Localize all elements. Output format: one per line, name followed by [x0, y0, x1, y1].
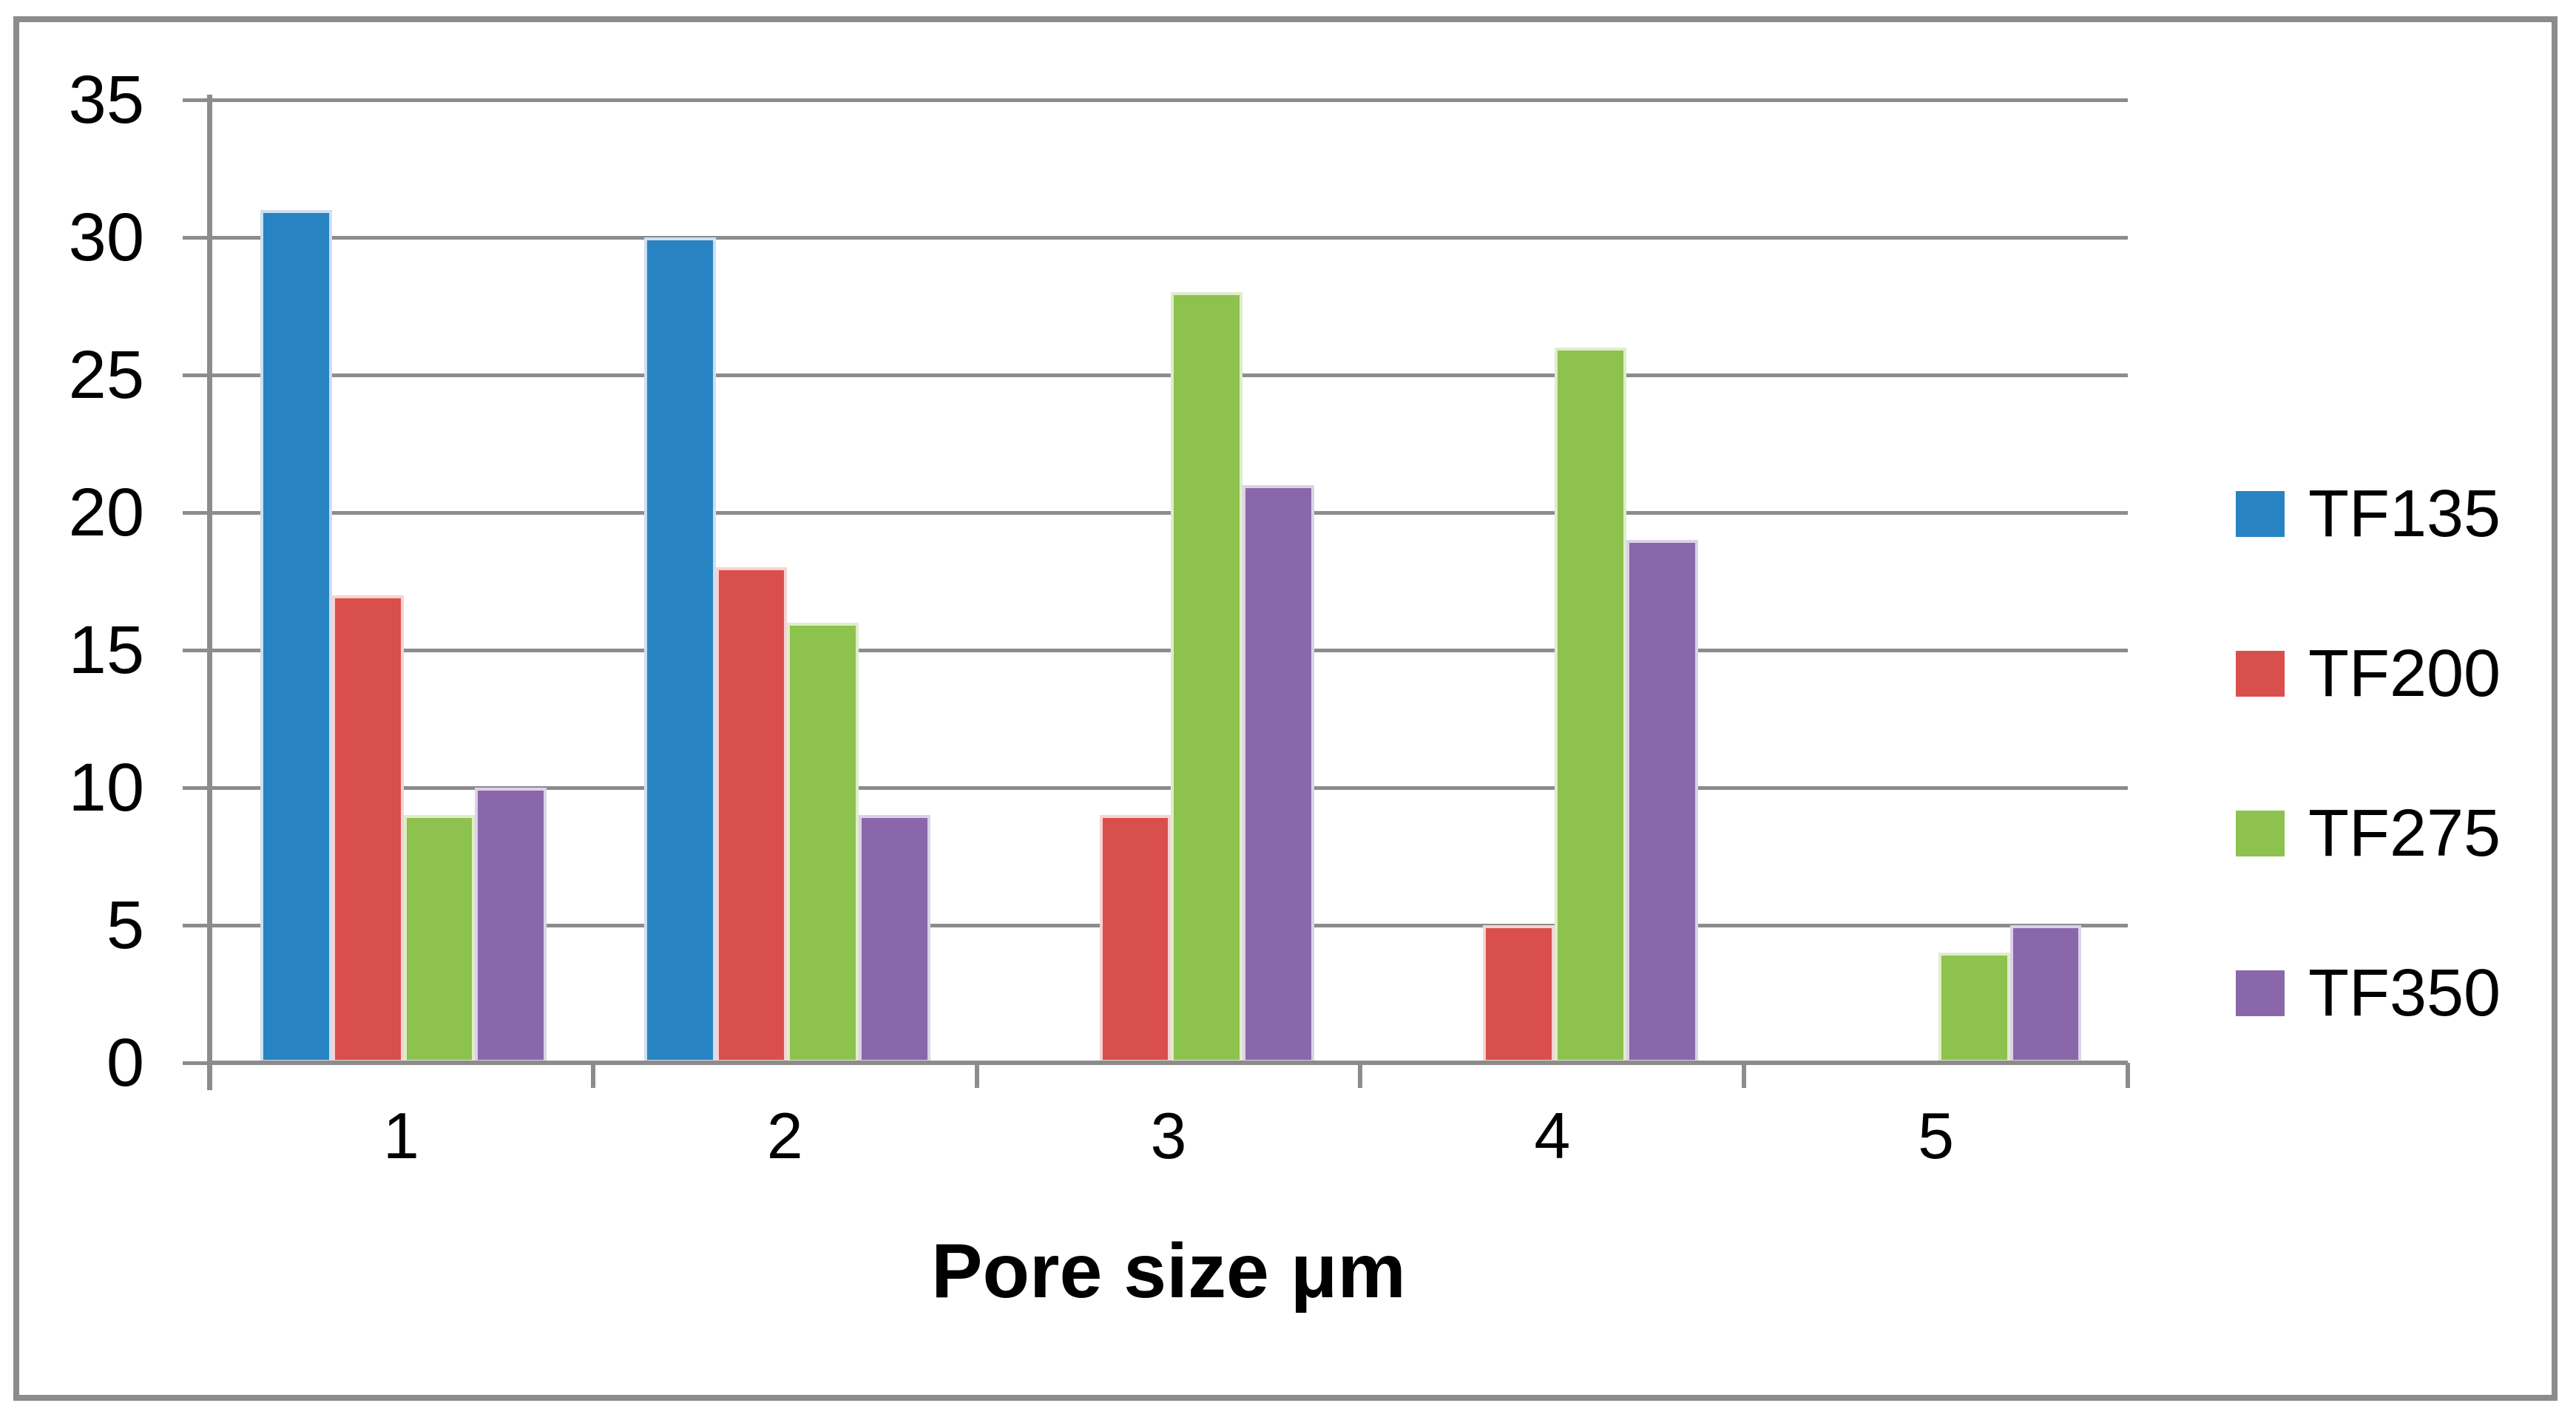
- legend-swatch-tf275: [2236, 811, 2285, 856]
- y-axis-tick-20: [183, 511, 209, 515]
- x-axis-tick-1: [590, 1063, 595, 1088]
- y-axis-label-10: 10: [68, 750, 144, 825]
- bar-tf200-cat3: [1099, 815, 1172, 1063]
- y-axis-label-0: 0: [106, 1025, 144, 1100]
- bar-tf200-cat4: [1483, 925, 1555, 1063]
- x-axis-label-5: 5: [1918, 1099, 1955, 1172]
- gridline-y20: [209, 511, 2128, 515]
- x-axis-tick-3: [1358, 1063, 1363, 1088]
- bar-tf350-cat3: [1243, 484, 1314, 1063]
- legend-entry-tf350: TF350: [2236, 960, 2501, 1027]
- bar-tf200-cat2: [715, 567, 788, 1063]
- x-axis-label-2: 2: [766, 1099, 803, 1172]
- bar-tf135-cat2: [643, 237, 716, 1063]
- y-axis-tick-10: [183, 786, 209, 790]
- y-axis-label-20: 20: [68, 475, 144, 550]
- legend-swatch-tf350: [2236, 970, 2285, 1016]
- bar-tf275-cat3: [1171, 292, 1243, 1063]
- x-axis-tick-2: [974, 1063, 979, 1088]
- legend-entry-tf135: TF135: [2236, 481, 2501, 547]
- plot-area: [209, 98, 2128, 1063]
- gridline-y10: [209, 786, 2128, 790]
- x-axis-label-4: 4: [1534, 1099, 1571, 1172]
- y-axis-line: [207, 95, 212, 1090]
- bar-tf275-cat2: [787, 622, 859, 1063]
- y-axis-tick-25: [183, 373, 209, 377]
- legend-label-tf200: TF200: [2308, 637, 2501, 711]
- y-axis-tick-0: [183, 1061, 209, 1065]
- y-axis-label-15: 15: [68, 612, 144, 688]
- gridline-y30: [209, 236, 2128, 240]
- y-axis-tick-15: [183, 649, 209, 652]
- y-axis-label-5: 5: [106, 888, 144, 963]
- x-axis-title: Pore size μm: [931, 1228, 1406, 1314]
- legend: TF135 TF200 TF275 TF350: [2236, 481, 2501, 1027]
- y-axis-label-25: 25: [68, 337, 144, 413]
- legend-label-tf275: TF275: [2308, 797, 2501, 870]
- legend-label-tf135: TF135: [2308, 477, 2501, 551]
- gridline-y35: [209, 98, 2128, 102]
- x-axis-tick-5: [2126, 1063, 2130, 1088]
- bar-tf350-cat4: [1626, 540, 1698, 1063]
- bar-tf350-cat5: [2009, 925, 2082, 1063]
- y-axis-tick-35: [183, 98, 209, 102]
- bar-tf135-cat1: [260, 209, 332, 1063]
- y-axis-tick-30: [183, 236, 209, 240]
- y-axis-label-35: 35: [68, 62, 144, 138]
- x-axis-tick-4: [1742, 1063, 1747, 1088]
- bar-tf350-cat1: [475, 788, 547, 1063]
- x-axis-label-1: 1: [382, 1099, 419, 1172]
- x-axis-line: [209, 1061, 2128, 1065]
- legend-label-tf350: TF350: [2308, 956, 2501, 1030]
- x-axis-tick-0: [207, 1063, 212, 1088]
- x-axis-label-3: 3: [1150, 1099, 1187, 1172]
- gridline-y25: [209, 373, 2128, 377]
- legend-entry-tf200: TF200: [2236, 640, 2501, 707]
- legend-entry-tf275: TF275: [2236, 800, 2501, 867]
- y-axis-tick-5: [183, 924, 209, 927]
- bar-tf350-cat2: [859, 815, 930, 1063]
- legend-swatch-tf135: [2236, 491, 2285, 537]
- bar-tf275-cat5: [1938, 953, 2010, 1063]
- gridline-y15: [209, 649, 2128, 652]
- bar-tf275-cat1: [403, 815, 476, 1063]
- y-axis-label-30: 30: [68, 200, 144, 275]
- bar-tf275-cat4: [1555, 347, 1626, 1063]
- bar-tf200-cat1: [331, 595, 404, 1063]
- legend-swatch-tf200: [2236, 651, 2285, 697]
